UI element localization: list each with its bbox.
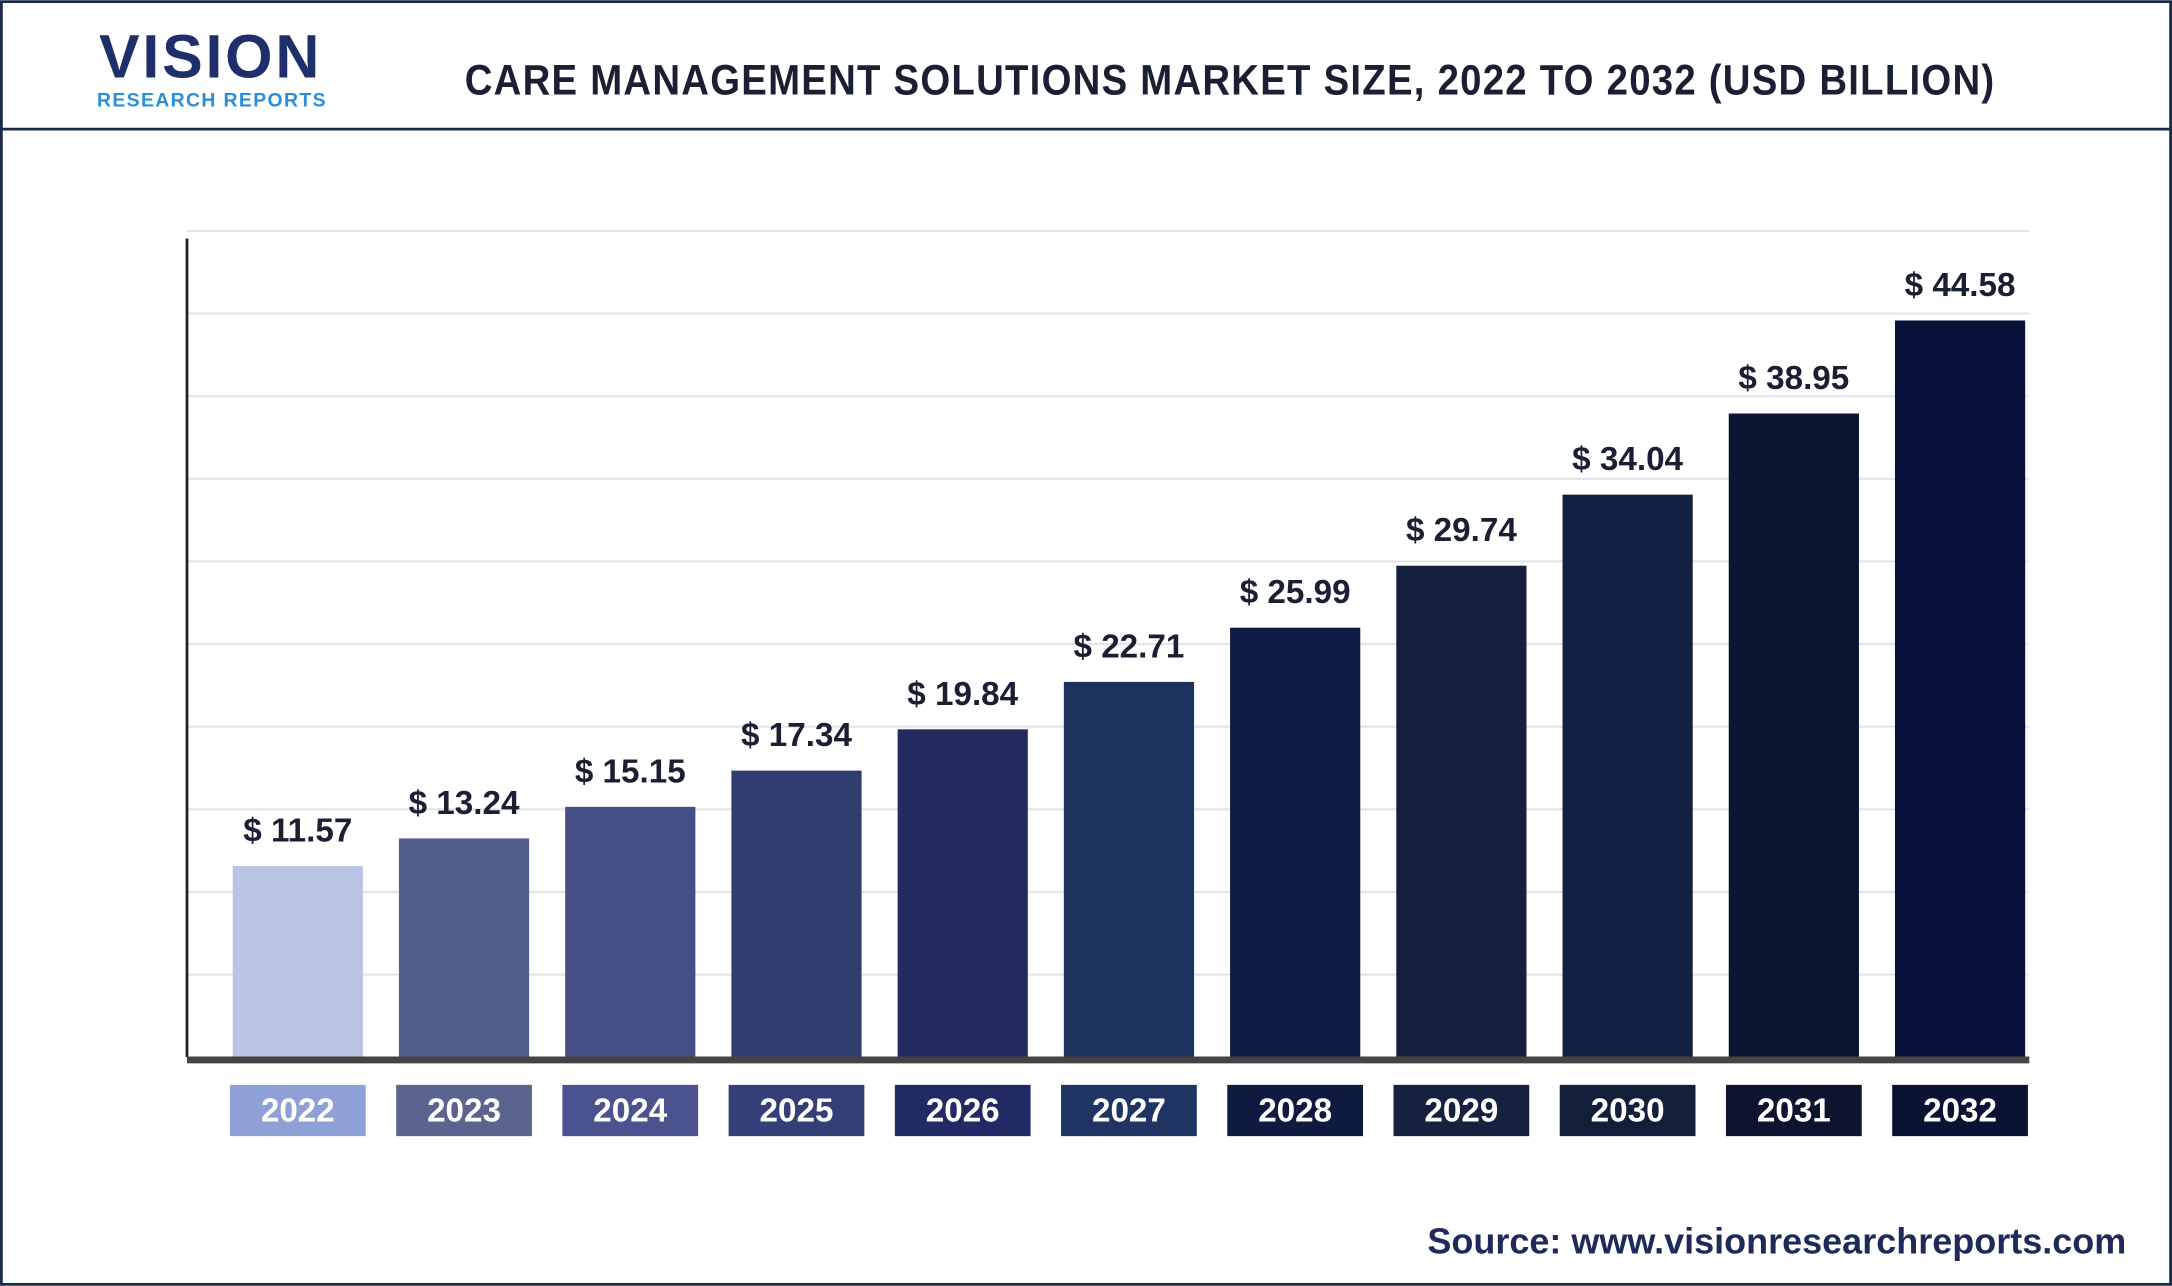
x-tick-label: 2023 bbox=[427, 1092, 501, 1129]
category-box bbox=[1892, 1084, 2028, 1137]
category-box bbox=[1725, 1084, 1862, 1137]
plot: $ 11.57 2022 $ 13.24 2023 $ 15.15 2024 $ 17.34… bbox=[185, 229, 2030, 1137]
bar bbox=[565, 806, 696, 1058]
category-box bbox=[1061, 1084, 1197, 1137]
bar bbox=[897, 729, 1028, 1058]
value-label: $ 11.57 bbox=[243, 813, 352, 850]
x-tick-label: 2022 bbox=[261, 1092, 335, 1129]
category-box bbox=[1227, 1084, 1364, 1137]
bar bbox=[1728, 413, 1859, 1058]
value-label: $ 38.95 bbox=[1738, 360, 1849, 397]
category-box bbox=[229, 1084, 366, 1137]
bar bbox=[1562, 494, 1693, 1058]
category-box bbox=[396, 1084, 532, 1137]
value-label: $ 15.15 bbox=[575, 753, 686, 790]
x-tick-label: 2031 bbox=[1757, 1092, 1831, 1129]
value-label: $ 44.58 bbox=[1905, 267, 2016, 304]
x-tick-label: 2029 bbox=[1424, 1092, 1498, 1129]
brand-tagline: RESEARCH REPORTS bbox=[97, 90, 327, 112]
bar bbox=[1894, 320, 2026, 1058]
value-label: $ 13.24 bbox=[409, 785, 520, 822]
category-box bbox=[1559, 1084, 1696, 1137]
category-box bbox=[1393, 1084, 1530, 1137]
value-label: $ 22.71 bbox=[1073, 628, 1184, 665]
x-tick-label: 2030 bbox=[1591, 1092, 1665, 1129]
value-label: $ 34.04 bbox=[1572, 441, 1683, 478]
bar bbox=[731, 770, 862, 1058]
x-tick-label: 2032 bbox=[1923, 1092, 1997, 1129]
value-label: $ 29.74 bbox=[1406, 512, 1517, 549]
bar bbox=[1230, 627, 1361, 1058]
value-label: $ 19.84 bbox=[907, 676, 1018, 713]
x-tick-label: 2027 bbox=[1092, 1092, 1166, 1129]
bar bbox=[1396, 565, 1527, 1058]
brand-name: VISION bbox=[99, 22, 322, 90]
bar bbox=[232, 865, 363, 1058]
bar bbox=[1063, 681, 1195, 1058]
x-tick-label: 2028 bbox=[1258, 1092, 1332, 1129]
category-box bbox=[728, 1084, 865, 1137]
x-tick-label: 2024 bbox=[593, 1092, 667, 1129]
value-label: $ 17.34 bbox=[741, 717, 852, 754]
x-tick-label: 2025 bbox=[760, 1092, 834, 1129]
category-box bbox=[894, 1084, 1031, 1137]
chart-title: CARE MANAGEMENT SOLUTIONS MARKET SIZE, 2… bbox=[465, 57, 1996, 105]
bar bbox=[398, 838, 530, 1058]
source: Source: www.visionresearchreports.com bbox=[1427, 1221, 2126, 1262]
x-tick-label: 2026 bbox=[926, 1092, 1000, 1129]
value-label: $ 25.99 bbox=[1240, 574, 1351, 611]
category-box bbox=[562, 1084, 699, 1137]
